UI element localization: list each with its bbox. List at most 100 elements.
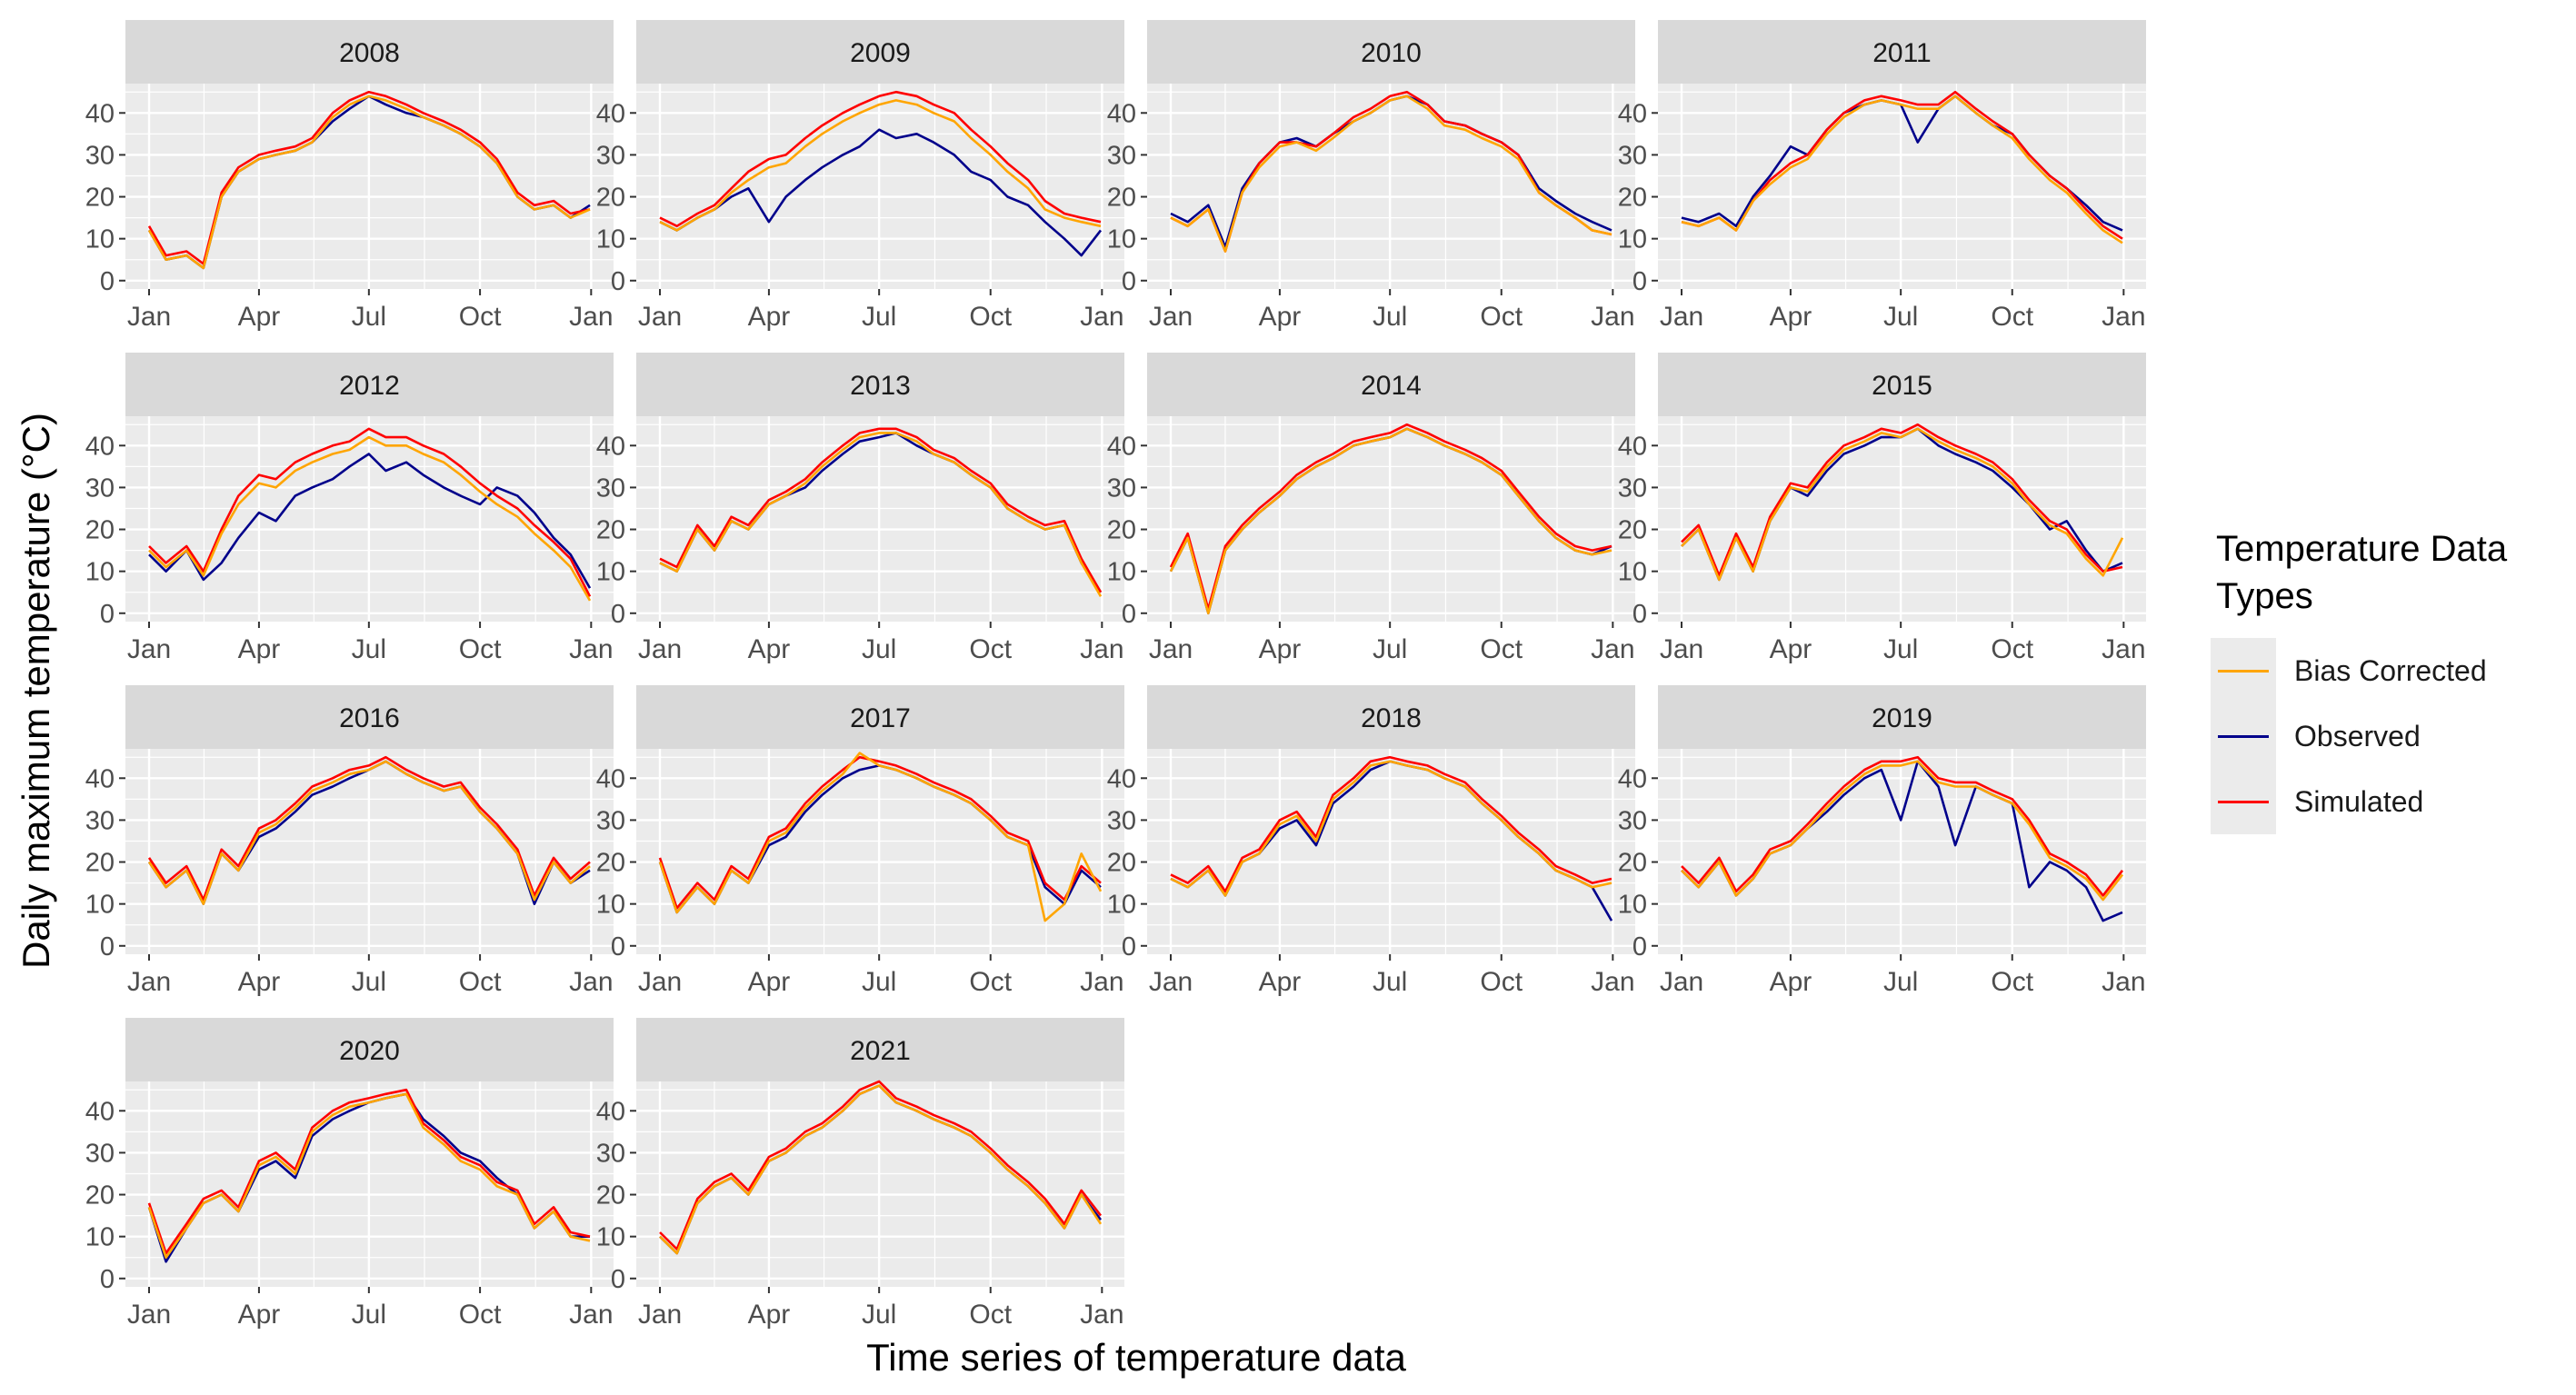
x-tick-label: Jan: [127, 967, 171, 997]
x-tick-label: Apr: [748, 634, 791, 664]
y-tick-label: 30: [1618, 806, 1647, 835]
y-tick-label: 40: [1618, 99, 1647, 128]
series-line-simulated-2012: [148, 427, 592, 597]
facet-strip-2017: [636, 685, 1124, 749]
legend-title-line-2: Types: [2216, 576, 2313, 616]
y-tick-label: 40: [85, 764, 115, 793]
facet-panel-2012: 2012 0 10 20 30 40 Jan Apr Jul Oct Jan: [85, 353, 614, 664]
facet-strip-2008: [125, 20, 614, 84]
legend-title-line-1: Temperature Data: [2216, 529, 2508, 569]
y-tick-label: 30: [1618, 473, 1647, 503]
facet-strip-2016: [125, 685, 614, 749]
legend-key-observed: [2211, 703, 2276, 769]
x-tick-label: Jul: [862, 634, 896, 664]
x-tick-label: Oct: [1991, 634, 2033, 664]
x-tick-label: Jan: [1660, 967, 1703, 997]
x-tick-label: Oct: [459, 302, 502, 332]
series-line-simulated-2015: [1681, 423, 2123, 577]
x-tick-label: Jul: [1373, 302, 1407, 332]
legend-label-observed: Observed: [2294, 719, 2421, 752]
x-tick-label: Apr: [238, 302, 281, 332]
legend-item-bias-corrected: Bias Corrected: [2211, 638, 2556, 703]
x-tick-label: Oct: [1991, 302, 2033, 332]
facet-panel-2016: 2016 0 10 20 30 40 Jan Apr Jul Oct Jan: [85, 685, 614, 997]
series-line-simulated-2021: [659, 1080, 1103, 1251]
facet-strip-label: 2016: [339, 703, 400, 733]
x-tick-label: Apr: [1259, 967, 1302, 997]
facet-panel-2020: 2020 0 10 20 30 40 Jan Apr Jul Oct Jan: [85, 1018, 614, 1330]
x-tick-label: Jan: [1080, 634, 1123, 664]
facet-panel-2018: 2018 0 10 20 30 40 Jan Apr Jul Oct Jan: [1107, 685, 1635, 997]
series-line-bias-corrected-2010: [1170, 95, 1612, 253]
x-tick-label: Jul: [1883, 302, 1918, 332]
series-line-bias-corrected-2009: [659, 99, 1102, 232]
facet-strip-label: 2012: [339, 371, 400, 401]
facet-strip-label: 2008: [339, 38, 400, 68]
y-tick-label: 10: [596, 891, 625, 920]
y-tick-label: 0: [100, 1265, 115, 1294]
series-line-bias-corrected-2013: [659, 432, 1103, 597]
x-tick-label: Oct: [1480, 634, 1523, 664]
x-tick-label: Jul: [1883, 634, 1918, 664]
x-tick-label: Apr: [238, 634, 281, 664]
y-tick-label: 10: [85, 225, 115, 254]
legend: Temperature Data Types Bias Corrected Ob…: [2211, 525, 2556, 834]
y-tick-label: 20: [1618, 849, 1647, 878]
series-line-bias-corrected-2021: [659, 1084, 1103, 1255]
x-tick-label: Oct: [969, 634, 1012, 664]
x-tick-label: Apr: [748, 302, 791, 332]
x-tick-label: Jan: [1149, 302, 1193, 332]
y-tick-label: 30: [596, 473, 625, 503]
x-tick-label: Jan: [1080, 302, 1123, 332]
y-tick-label: 0: [1632, 600, 1647, 629]
y-tick-label: 20: [1107, 849, 1136, 878]
y-tick-label: 0: [100, 600, 115, 629]
x-tick-label: Jan: [1149, 634, 1193, 664]
y-tick-label: 0: [1122, 600, 1136, 629]
x-tick-label: Jan: [638, 302, 682, 332]
x-tick-label: Oct: [459, 634, 502, 664]
facet-strip-label: 2013: [850, 371, 911, 401]
x-tick-label: Jan: [1591, 302, 1634, 332]
x-tick-label: Jan: [2102, 302, 2145, 332]
y-tick-label: 10: [596, 1223, 625, 1252]
y-tick-label: 0: [611, 1265, 625, 1294]
facet-strip-2018: [1147, 685, 1635, 749]
y-tick-label: 10: [1107, 225, 1136, 254]
facet-strip-2012: [125, 353, 614, 416]
legend-swatch-simulated: [2218, 801, 2269, 803]
y-tick-label: 0: [611, 600, 625, 629]
x-tick-label: Jan: [2102, 967, 2145, 997]
x-tick-label: Oct: [969, 1300, 1012, 1330]
y-tick-label: 40: [85, 99, 115, 128]
legend-key-simulated: [2211, 769, 2276, 834]
x-tick-label: Jan: [638, 967, 682, 997]
legend-label-bias-corrected: Bias Corrected: [2294, 653, 2487, 687]
x-tick-label: Apr: [1770, 967, 1812, 997]
facet-strip-label: 2019: [1872, 703, 1932, 733]
y-tick-label: 40: [1107, 764, 1136, 793]
panel-background: [1658, 749, 2146, 954]
y-tick-label: 20: [85, 184, 115, 213]
y-tick-label: 20: [596, 849, 625, 878]
y-tick-label: 20: [85, 1181, 115, 1211]
facet-panel-2015: 2015 0 10 20 30 40 Jan Apr Jul Oct Jan: [1618, 353, 2146, 664]
facet-strip-2019: [1658, 685, 2146, 749]
y-tick-label: 20: [85, 849, 115, 878]
series-line-observed-2009: [659, 128, 1103, 257]
legend-item-simulated: Simulated: [2211, 769, 2556, 834]
series-line-observed-2012: [148, 453, 592, 589]
series-line-bias-corrected-2012: [148, 435, 592, 602]
series-line-simulated-2020: [147, 1088, 591, 1255]
y-tick-label: 20: [1618, 184, 1647, 213]
panel-background: [1658, 84, 2146, 289]
facet-strip-2015: [1658, 353, 2146, 416]
x-tick-label: Jul: [352, 1300, 386, 1330]
x-tick-label: Jan: [1080, 1300, 1123, 1330]
series-line-simulated-2019: [1681, 755, 2124, 897]
panel-background: [1147, 749, 1635, 954]
x-tick-label: Jan: [127, 1300, 171, 1330]
facet-strip-label: 2020: [339, 1036, 400, 1066]
y-tick-label: 20: [596, 184, 625, 213]
series-line-bias-corrected-2015: [1681, 427, 2124, 582]
